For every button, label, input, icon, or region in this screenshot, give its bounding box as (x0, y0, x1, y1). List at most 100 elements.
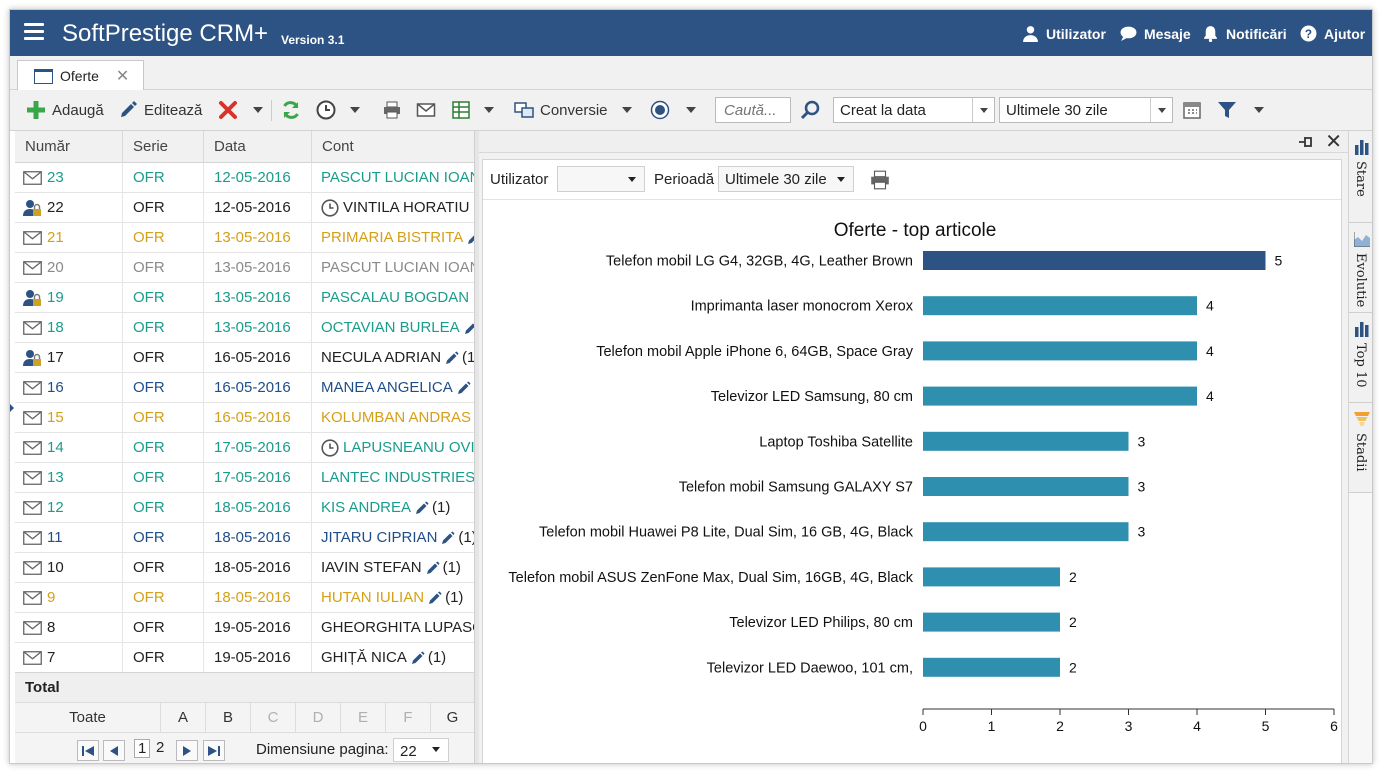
tab-oferte[interactable]: Oferte ✕ (17, 60, 144, 91)
menu-icon[interactable] (24, 23, 44, 43)
letter-filter-all[interactable]: Toate (15, 703, 161, 733)
row-account[interactable]: JITARU CIPRIAN (321, 529, 438, 546)
period-dropdown[interactable] (1150, 98, 1172, 122)
table-row[interactable]: 18 OFR 13-05-2016 OCTAVIAN BURLEA (15, 313, 474, 343)
side-tab-stadii[interactable]: Stadii (1349, 403, 1372, 493)
row-account[interactable]: GHIȚĂ NICA (321, 649, 407, 666)
row-account[interactable]: HUTAN IULIAN (321, 589, 425, 606)
column-header-number[interactable]: Număr (15, 131, 123, 163)
pencil-icon[interactable] (441, 531, 455, 545)
table-row[interactable]: 23 OFR 12-05-2016 PASCUT LUCIAN IOAN (15, 163, 474, 193)
column-header-account[interactable]: Cont (322, 138, 354, 155)
table-row[interactable]: 21 OFR 13-05-2016 PRIMARIA BISTRITA (15, 223, 474, 253)
messages-menu[interactable]: Mesaje (1120, 25, 1191, 42)
calendar-button[interactable] (1182, 99, 1202, 121)
side-tab-evolutie[interactable]: Evolutie (1349, 223, 1372, 313)
period-select[interactable]: Ultimele 30 zile (999, 97, 1173, 123)
row-account[interactable]: IAVIN STEFAN (321, 559, 422, 576)
letter-filter-b[interactable]: B (206, 703, 251, 733)
pencil-icon[interactable] (467, 231, 474, 245)
prev-page-button[interactable] (103, 740, 125, 761)
row-account[interactable]: PASCUT LUCIAN IOAN (321, 169, 474, 186)
pencil-icon[interactable] (464, 321, 474, 335)
row-account[interactable]: OCTAVIAN BURLEA (321, 319, 460, 336)
last-page-button[interactable] (203, 740, 225, 761)
user-filter-select[interactable] (557, 166, 645, 192)
row-account[interactable]: GHEORGHITA LUPASCU (321, 619, 474, 636)
history-button[interactable] (316, 99, 336, 121)
add-button[interactable]: Adaugă (26, 99, 104, 121)
status-button[interactable] (650, 99, 670, 121)
row-account[interactable]: LANTEC INDUSTRIES SI (321, 469, 474, 486)
tab-close-icon[interactable]: ✕ (115, 68, 130, 85)
table-row[interactable]: 10 OFR 18-05-2016 IAVIN STEFAN (1) (15, 553, 474, 583)
row-account[interactable]: LAPUSNEANU OVID (343, 439, 474, 456)
user-menu[interactable]: Utilizator (1022, 25, 1106, 42)
date-field-dropdown[interactable] (972, 98, 994, 122)
notifications-menu[interactable]: Notificări (1202, 25, 1287, 42)
conversion-menu-caret[interactable] (622, 99, 632, 121)
export-button[interactable] (451, 99, 471, 121)
side-tab-top-10[interactable]: Top 10 (1349, 313, 1372, 403)
pencil-icon[interactable] (457, 381, 471, 395)
pencil-icon[interactable] (415, 501, 429, 515)
delete-button[interactable] (218, 99, 238, 121)
table-row[interactable]: 19 OFR 13-05-2016 PASCALAU BOGDAN (15, 283, 474, 313)
column-header-date[interactable]: Data (204, 131, 312, 163)
history-menu-caret[interactable] (350, 99, 360, 121)
table-row[interactable]: 12 OFR 18-05-2016 KIS ANDREA (1) (15, 493, 474, 523)
side-tab-stare[interactable]: Stare (1349, 131, 1372, 223)
table-row[interactable]: 7 OFR 19-05-2016 GHIȚĂ NICA (1) (15, 643, 474, 673)
row-account[interactable]: NECULA ADRIAN (321, 349, 442, 366)
row-account[interactable]: PRIMARIA BISTRITA (321, 229, 464, 246)
row-account[interactable]: KOLUMBAN ANDRAS (321, 409, 472, 426)
refresh-button[interactable] (281, 99, 301, 121)
row-account[interactable]: VINTILA HORATIU (343, 199, 470, 216)
print-chart-icon[interactable] (869, 169, 891, 191)
pin-icon[interactable] (1298, 134, 1314, 150)
pencil-icon[interactable] (428, 591, 442, 605)
edit-button[interactable]: Editează (118, 99, 202, 121)
pencil-icon[interactable] (426, 561, 440, 575)
row-account[interactable]: MANEA ANGELICA (321, 379, 453, 396)
conversion-button[interactable]: Conversie (514, 99, 608, 121)
status-menu-caret[interactable] (686, 99, 696, 121)
email-button[interactable] (416, 99, 436, 121)
delete-menu-caret[interactable] (253, 99, 263, 121)
next-page-button[interactable] (176, 740, 198, 761)
filter-menu-caret[interactable] (1254, 99, 1264, 121)
period-filter-select[interactable]: Ultimele 30 zile (718, 166, 854, 192)
row-account[interactable]: PASCUT LUCIAN IOAN (321, 259, 474, 276)
table-row[interactable]: 14 OFR 17-05-2016 LAPUSNEANU OVID (15, 433, 474, 463)
letter-filter-g[interactable]: G (446, 709, 459, 726)
page-2[interactable]: 2 (156, 739, 165, 756)
letter-filter-a[interactable]: A (161, 703, 206, 733)
column-header-series[interactable]: Serie (123, 131, 204, 163)
row-account[interactable]: PASCALAU BOGDAN (321, 289, 470, 306)
search-input[interactable] (715, 97, 791, 123)
table-row[interactable]: 22 OFR 12-05-2016 VINTILA HORATIU (15, 193, 474, 223)
help-menu[interactable]: ? Ajutor (1300, 25, 1365, 42)
date-field-select[interactable]: Creat la data (833, 97, 995, 123)
collapse-left-icon[interactable] (10, 404, 14, 412)
first-page-button[interactable] (77, 740, 99, 761)
print-button[interactable] (382, 99, 402, 121)
table-row[interactable]: 9 OFR 18-05-2016 HUTAN IULIAN (1) (15, 583, 474, 613)
search-button[interactable] (800, 99, 820, 121)
pencil-icon[interactable] (445, 351, 459, 365)
row-account[interactable]: KIS ANDREA (321, 499, 412, 516)
pencil-icon[interactable] (411, 651, 425, 665)
page-size-select[interactable]: 22 (393, 738, 449, 762)
close-panel-icon[interactable]: ✕ (1325, 131, 1342, 153)
panel-splitter[interactable] (474, 131, 479, 763)
table-row[interactable]: 15 OFR 16-05-2016 KOLUMBAN ANDRAS (15, 403, 474, 433)
export-menu-caret[interactable] (484, 99, 494, 121)
filter-button[interactable] (1217, 99, 1237, 121)
table-row[interactable]: 20 OFR 13-05-2016 PASCUT LUCIAN IOAN (15, 253, 474, 283)
page-1[interactable]: 1 (134, 739, 151, 758)
